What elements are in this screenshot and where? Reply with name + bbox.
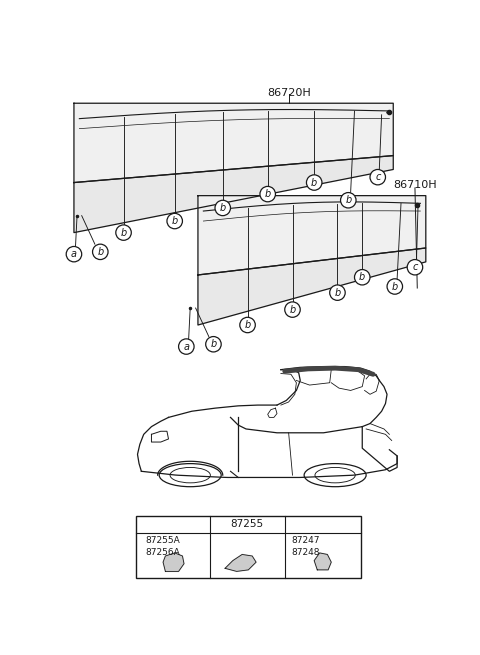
Polygon shape <box>198 248 426 325</box>
Circle shape <box>387 279 403 294</box>
Polygon shape <box>74 103 393 183</box>
Text: b: b <box>289 305 296 314</box>
Text: b: b <box>97 247 103 257</box>
Circle shape <box>214 517 228 531</box>
Text: b: b <box>345 195 351 205</box>
Text: b: b <box>311 178 317 187</box>
Polygon shape <box>198 196 426 275</box>
Text: b: b <box>210 339 216 349</box>
Bar <box>136 516 360 578</box>
Circle shape <box>289 517 303 531</box>
Text: b: b <box>244 320 251 330</box>
Circle shape <box>306 175 322 190</box>
Text: b: b <box>264 189 271 199</box>
Text: a: a <box>144 519 151 529</box>
Circle shape <box>167 214 182 229</box>
Text: 87255: 87255 <box>230 519 264 529</box>
Text: b: b <box>392 282 398 291</box>
Circle shape <box>215 200 230 215</box>
Text: b: b <box>218 519 224 529</box>
Polygon shape <box>225 555 256 571</box>
Text: 86720H: 86720H <box>267 88 311 98</box>
Text: 86710H: 86710H <box>393 180 437 190</box>
Text: b: b <box>171 216 178 226</box>
Circle shape <box>407 259 423 275</box>
Polygon shape <box>314 553 331 570</box>
Circle shape <box>93 244 108 259</box>
Text: a: a <box>183 341 189 352</box>
Circle shape <box>141 517 155 531</box>
Text: b: b <box>220 203 226 213</box>
Circle shape <box>116 225 132 240</box>
Text: b: b <box>359 272 365 282</box>
Polygon shape <box>163 553 184 571</box>
Polygon shape <box>74 156 393 233</box>
Circle shape <box>285 302 300 317</box>
Text: b: b <box>335 288 341 297</box>
Circle shape <box>355 270 370 285</box>
Circle shape <box>240 317 255 333</box>
Circle shape <box>330 285 345 301</box>
Text: c: c <box>412 262 418 272</box>
Text: 87255A
87256A: 87255A 87256A <box>145 536 180 557</box>
Circle shape <box>179 339 194 354</box>
Circle shape <box>370 170 385 185</box>
Circle shape <box>66 246 82 262</box>
Circle shape <box>340 193 356 208</box>
Text: c: c <box>375 172 381 182</box>
Circle shape <box>206 337 221 352</box>
Text: a: a <box>71 249 77 259</box>
Text: 87247
87248: 87247 87248 <box>291 536 320 557</box>
Text: c: c <box>294 519 299 529</box>
Text: b: b <box>120 227 127 238</box>
Circle shape <box>260 187 276 202</box>
